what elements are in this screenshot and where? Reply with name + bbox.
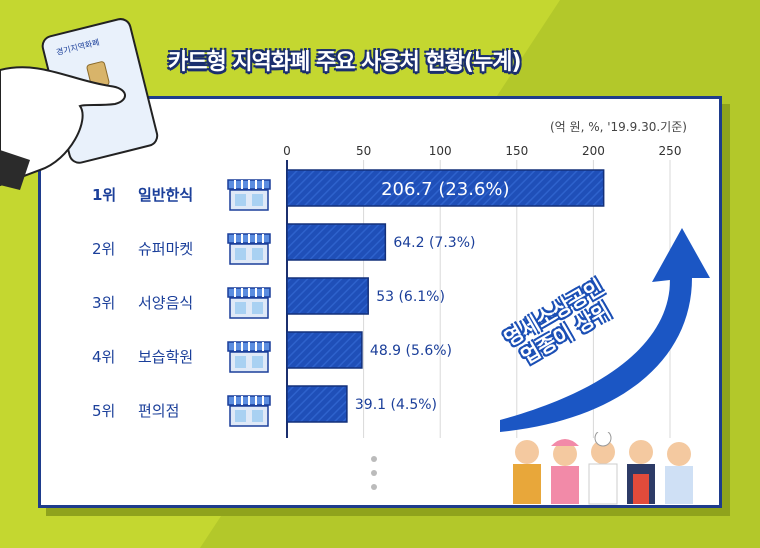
bar-data-label: 53 (6.1%) [376,289,445,305]
hand-card-illustration: 경기지역화폐 [0,18,159,190]
x-tick-label: 200 [582,144,605,158]
category-label-5: 편의점 [138,402,180,420]
page-title: 카드형 지역화폐 주요 사용처 현황(누계) [168,50,522,75]
rank-label-5: 5위 [92,402,116,420]
rank-label-1: 1위 [92,186,117,204]
x-tick-label: 0 [283,144,291,158]
bar-data-label: 206.7 (23.6%) [381,179,509,200]
up-arrow-icon [500,228,710,432]
bar-5 [286,385,348,423]
shop-owners-illustration [513,432,693,505]
rank-label-2: 2위 [92,240,116,258]
store-icon [227,395,271,427]
store-icon [227,233,271,265]
unit-note: (억 원, %, '19.9.30.기준) [550,120,687,134]
category-label-4: 보습학원 [138,348,194,366]
bar-data-label: 39.1 (4.5%) [355,397,437,413]
category-label-1: 일반한식 [138,186,194,204]
rank-label-3: 3위 [92,294,116,312]
bar-data-label: 64.2 (7.3%) [393,235,475,251]
category-label-2: 슈퍼마켓 [138,240,194,258]
x-tick-label: 250 [659,144,682,158]
rank-label-4: 4위 [92,348,116,366]
more-dots [371,456,377,498]
bar-4 [286,331,363,369]
store-icon [227,341,271,373]
x-tick-label: 50 [356,144,371,158]
x-tick-label: 150 [505,144,528,158]
category-label-3: 서양음식 [138,294,194,312]
bar-data-label: 48.9 (5.6%) [370,343,452,359]
bar-3 [286,277,369,315]
bar-1 [286,169,605,207]
x-tick-label: 100 [429,144,452,158]
bar-2 [286,223,387,261]
store-icon [227,179,271,211]
store-icon [227,287,271,319]
